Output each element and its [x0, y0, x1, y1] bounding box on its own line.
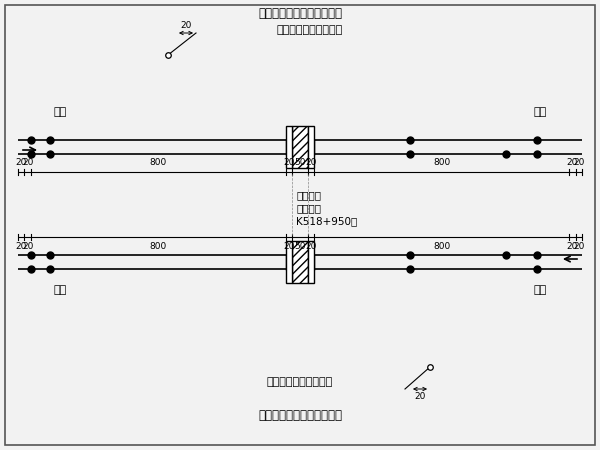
Text: 20: 20: [305, 158, 317, 167]
Text: 20: 20: [16, 242, 27, 251]
Bar: [308, 126, 314, 168]
Text: 20: 20: [573, 242, 584, 251]
Text: 20: 20: [415, 392, 425, 401]
Bar: [308, 241, 314, 283]
Text: 50: 50: [294, 242, 306, 251]
Text: 20: 20: [181, 21, 191, 30]
Bar: [286, 241, 292, 283]
Bar: [292, 126, 308, 168]
Text: 20: 20: [22, 242, 33, 251]
Text: 20: 20: [16, 158, 27, 167]
Text: 哨墩: 哨墩: [533, 107, 547, 117]
Text: 800: 800: [433, 158, 451, 167]
Text: 20: 20: [567, 158, 578, 167]
Bar: [292, 241, 308, 283]
Text: 20: 20: [283, 242, 295, 251]
Text: 20: 20: [283, 158, 295, 167]
Text: 哨墩: 哨墩: [53, 285, 67, 295]
Text: 移动停车信号牌（灯）: 移动停车信号牌（灯）: [277, 25, 343, 35]
Text: 哨墩: 哨墩: [53, 107, 67, 117]
Text: 20: 20: [22, 158, 33, 167]
Text: （沪昆线: （沪昆线: [296, 203, 321, 213]
Text: 20: 20: [567, 242, 578, 251]
Text: 哨墩: 哨墩: [533, 285, 547, 295]
Text: 800: 800: [433, 242, 451, 251]
Text: 显示停车手信号的防护人员: 显示停车手信号的防护人员: [258, 409, 342, 422]
Text: K518+950）: K518+950）: [296, 216, 357, 226]
Text: 800: 800: [149, 158, 167, 167]
Text: 20: 20: [305, 242, 317, 251]
Bar: [286, 126, 292, 168]
Text: 显示停车手信号的防护人员: 显示停车手信号的防护人员: [258, 7, 342, 20]
Text: 20: 20: [573, 158, 584, 167]
Text: 施工地点: 施工地点: [296, 190, 321, 200]
Text: 移动停车信号牌（灯）: 移动停车信号牌（灯）: [267, 377, 333, 387]
Text: 50: 50: [294, 158, 306, 167]
Text: 800: 800: [149, 242, 167, 251]
